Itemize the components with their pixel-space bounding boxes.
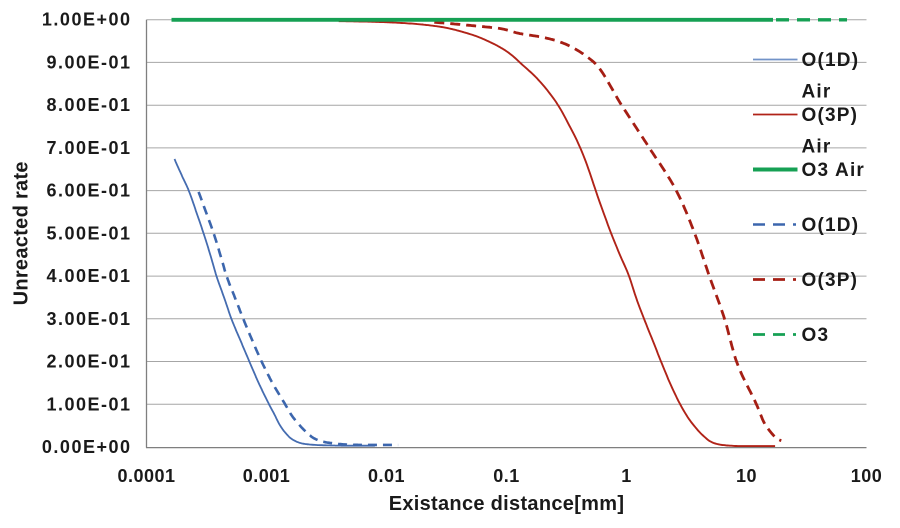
svg-text:3.00E-01: 3.00E-01 — [46, 309, 131, 329]
svg-text:6.00E-01: 6.00E-01 — [46, 181, 131, 201]
svg-text:8.00E-01: 8.00E-01 — [46, 95, 131, 115]
svg-text:0.01: 0.01 — [368, 466, 405, 486]
svg-text:5.00E-01: 5.00E-01 — [46, 223, 131, 243]
svg-text:0.001: 0.001 — [243, 466, 291, 486]
svg-text:Existance distance[mm]: Existance distance[mm] — [389, 493, 625, 515]
svg-text:Unreacted rate: Unreacted rate — [11, 161, 33, 305]
svg-text:10: 10 — [736, 466, 757, 486]
svg-text:9.00E-01: 9.00E-01 — [46, 52, 131, 72]
svg-text:4.00E-01: 4.00E-01 — [46, 266, 131, 286]
svg-text:2.00E-01: 2.00E-01 — [46, 352, 131, 372]
svg-text:1.00E+00: 1.00E+00 — [42, 10, 132, 30]
svg-text:100: 100 — [851, 466, 883, 486]
svg-text:O3 Air: O3 Air — [802, 160, 866, 181]
svg-text:Air: Air — [802, 82, 832, 103]
svg-text:0.00E+00: 0.00E+00 — [42, 437, 132, 457]
svg-text:O(1D): O(1D) — [802, 50, 860, 71]
svg-text:O(3P): O(3P) — [802, 270, 859, 291]
svg-text:7.00E-01: 7.00E-01 — [46, 138, 131, 158]
svg-text:0.1: 0.1 — [493, 466, 520, 486]
svg-text:O(3P): O(3P) — [802, 105, 859, 126]
svg-text:1: 1 — [621, 466, 632, 486]
svg-text:Air: Air — [802, 137, 832, 158]
svg-text:1.00E-01: 1.00E-01 — [46, 394, 131, 414]
svg-text:0.0001: 0.0001 — [117, 466, 175, 486]
svg-text:O3: O3 — [802, 325, 830, 346]
svg-text:O(1D): O(1D) — [802, 215, 860, 236]
